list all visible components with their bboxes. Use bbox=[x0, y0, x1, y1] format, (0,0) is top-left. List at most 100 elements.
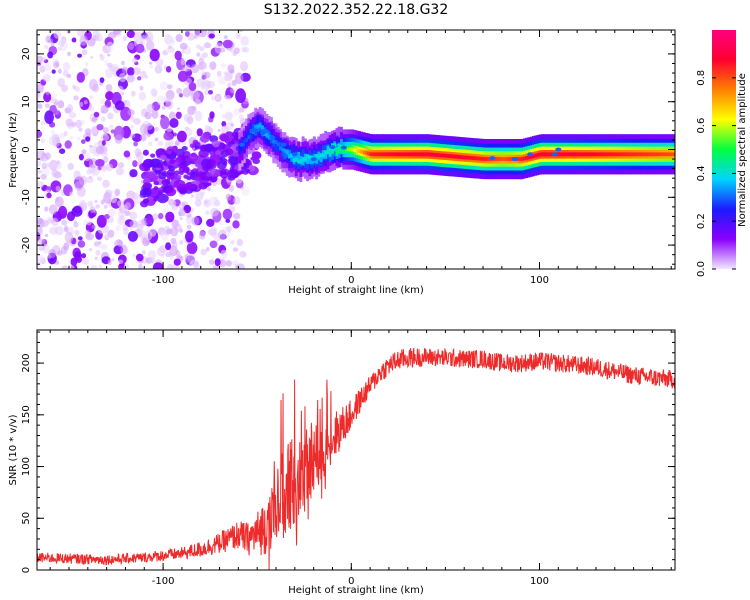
transition-blob bbox=[232, 152, 239, 157]
transition-blob bbox=[189, 143, 196, 148]
noise-blob bbox=[175, 34, 183, 42]
noise-blob bbox=[37, 130, 43, 139]
noise-blob bbox=[236, 32, 241, 38]
ridge-segment bbox=[238, 145, 242, 150]
noise-blob bbox=[117, 200, 124, 207]
noise-blob bbox=[240, 35, 249, 46]
noise-blob bbox=[118, 259, 124, 264]
noise-blob bbox=[225, 218, 231, 223]
ridge-segment bbox=[556, 152, 560, 157]
transition-blob bbox=[156, 193, 169, 204]
ridge-segment bbox=[647, 152, 650, 157]
noise-blob bbox=[233, 108, 240, 116]
transition-blob bbox=[209, 168, 220, 177]
ridge-segment bbox=[297, 151, 300, 161]
ridge-segment bbox=[572, 152, 576, 157]
noise-blob bbox=[75, 256, 83, 263]
ridge-segment bbox=[412, 152, 416, 157]
noise-blob bbox=[62, 62, 71, 71]
noise-blob bbox=[149, 61, 153, 65]
noise-blob bbox=[219, 103, 223, 109]
noise-blob bbox=[37, 83, 44, 94]
noise-blob bbox=[37, 181, 45, 188]
snr-x-label: Height of straight line (km) bbox=[288, 585, 424, 596]
chart-title: S132.2022.352.22.18.G32 bbox=[263, 2, 449, 18]
noise-blob bbox=[236, 238, 243, 247]
noise-blob bbox=[203, 42, 211, 49]
noise-blob bbox=[135, 43, 145, 54]
ridge-segment bbox=[405, 152, 409, 157]
snr-y-tick-label: 200 bbox=[21, 354, 32, 373]
noise-blob bbox=[198, 61, 207, 70]
noise-blob bbox=[215, 95, 221, 102]
noise-blob bbox=[122, 66, 128, 74]
noise-blob bbox=[137, 76, 142, 81]
noise-blob bbox=[138, 91, 147, 101]
ridge-segment bbox=[254, 124, 258, 129]
transition-blob bbox=[167, 164, 173, 169]
noise-blob bbox=[186, 224, 192, 230]
noise-blob bbox=[96, 214, 107, 228]
noise-blob bbox=[37, 94, 42, 99]
noise-blob bbox=[69, 136, 73, 140]
transition-blob bbox=[198, 182, 208, 190]
ridge-segment bbox=[592, 152, 596, 157]
noise-blob bbox=[177, 70, 188, 82]
noise-blob bbox=[46, 192, 52, 199]
ridge-segment bbox=[640, 152, 644, 157]
ridge-segment bbox=[387, 152, 391, 157]
noise-blob bbox=[78, 153, 84, 161]
transition-blob bbox=[229, 155, 241, 165]
noise-blob bbox=[129, 169, 138, 178]
ridge-segment bbox=[617, 152, 621, 157]
noise-blob bbox=[168, 111, 176, 120]
noise-blob bbox=[127, 109, 135, 116]
ridge-segment bbox=[258, 123, 262, 128]
ridge-segment bbox=[611, 152, 614, 157]
ridge-segment bbox=[443, 153, 447, 158]
ridge-segment bbox=[595, 152, 599, 157]
noise-blob bbox=[171, 241, 178, 249]
ridge-segment bbox=[410, 152, 413, 157]
noise-blob bbox=[198, 230, 206, 240]
ridge-segment bbox=[380, 152, 384, 157]
noise-blob bbox=[95, 145, 105, 155]
ridge-segment bbox=[272, 139, 276, 144]
noise-blob bbox=[90, 56, 94, 59]
ridge-segment bbox=[324, 150, 328, 155]
noise-blob bbox=[150, 87, 158, 97]
noise-blob bbox=[178, 208, 186, 217]
noise-blob bbox=[210, 207, 219, 217]
ridge-segment bbox=[315, 154, 319, 158]
snr-series-line bbox=[37, 347, 675, 570]
ridge-spot bbox=[555, 147, 562, 152]
ridge-segment bbox=[667, 152, 671, 157]
ridge-segment bbox=[414, 152, 418, 157]
noise-blob bbox=[96, 124, 104, 131]
ridge-segment bbox=[290, 153, 294, 158]
noise-blob bbox=[103, 156, 109, 163]
noise-blob bbox=[37, 150, 46, 160]
snr-panel: -100 0 100 0 50 100 150 200 Height of straight … bbox=[8, 329, 676, 596]
ridge-segment bbox=[550, 152, 553, 157]
noise-blob bbox=[140, 70, 147, 79]
noise-blob bbox=[129, 211, 138, 220]
noise-blob bbox=[51, 169, 60, 178]
noise-blob bbox=[106, 41, 114, 52]
ridge-segment bbox=[565, 152, 569, 157]
snr-frame bbox=[36, 329, 676, 571]
noise-blob bbox=[183, 113, 190, 122]
noise-blob bbox=[142, 149, 149, 156]
noise-blob bbox=[194, 199, 202, 207]
ridge-segment bbox=[480, 156, 483, 161]
ridge-spot bbox=[489, 156, 496, 161]
noise-blob bbox=[40, 174, 47, 180]
transition-blob bbox=[166, 150, 173, 155]
ridge-segment bbox=[256, 124, 260, 129]
spectrogram-y-tick-label: 20 bbox=[21, 48, 32, 61]
noise-blob bbox=[105, 84, 113, 92]
noise-blob bbox=[59, 148, 66, 154]
noise-blob bbox=[131, 57, 138, 64]
noise-blob bbox=[95, 249, 101, 256]
ridge-segment bbox=[518, 157, 522, 161]
